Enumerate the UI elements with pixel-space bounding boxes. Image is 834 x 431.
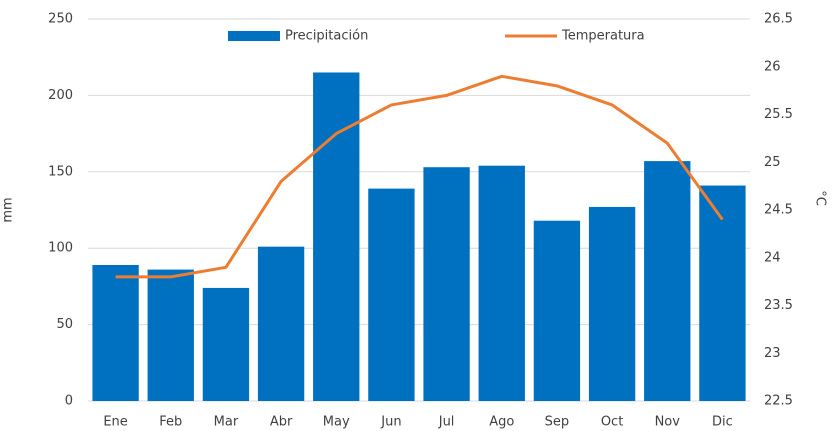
x-tick-label: Dic bbox=[712, 415, 733, 430]
y-tick-label: 250 bbox=[48, 12, 73, 27]
y2-tick-label: 23 bbox=[764, 346, 781, 361]
y2-tick-label: 23.5 bbox=[764, 298, 793, 313]
legend-swatch bbox=[228, 31, 280, 41]
y-tick-label: 200 bbox=[48, 88, 73, 103]
bar bbox=[257, 246, 305, 401]
y-tick-label: 0 bbox=[65, 394, 73, 409]
bar bbox=[92, 265, 139, 401]
x-tick-label: Feb bbox=[159, 415, 182, 430]
y2-tick-label: 26 bbox=[764, 59, 781, 74]
y-axis-label: mm bbox=[1, 197, 16, 222]
y2-tick-label: 22.5 bbox=[764, 394, 793, 409]
y2-axis-label: °C bbox=[813, 190, 828, 206]
legend-label: Precipitación bbox=[285, 29, 368, 44]
y2-tick-label: 24.5 bbox=[764, 203, 793, 218]
bar bbox=[533, 220, 581, 401]
bar bbox=[147, 269, 194, 401]
x-tick-label: Sep bbox=[545, 415, 570, 430]
bar bbox=[478, 165, 525, 401]
x-tick-label: Jul bbox=[438, 415, 455, 430]
line bbox=[115, 74, 724, 279]
bar bbox=[368, 188, 415, 401]
x-tick-label: Oct bbox=[601, 415, 623, 430]
legend-label: Temperatura bbox=[561, 29, 645, 44]
x-tick-label: Mar bbox=[214, 415, 239, 430]
bar bbox=[644, 161, 691, 401]
bar bbox=[588, 206, 636, 401]
x-tick-label: May bbox=[323, 415, 350, 430]
x-tick-label: Jun bbox=[380, 415, 401, 430]
y2-tick-label: 25.5 bbox=[764, 107, 793, 122]
bar bbox=[699, 185, 746, 401]
y2-tick-label: 24 bbox=[764, 250, 781, 265]
y-tick-label: 150 bbox=[48, 164, 73, 179]
x-tick-label: Ago bbox=[489, 415, 514, 430]
y-tick-label: 100 bbox=[48, 241, 73, 256]
x-tick-label: Abr bbox=[270, 415, 293, 430]
bar bbox=[202, 287, 250, 401]
x-tick-label: Nov bbox=[655, 415, 681, 430]
y2-tick-label: 25 bbox=[764, 155, 781, 170]
bar bbox=[313, 72, 360, 401]
y-tick-label: 50 bbox=[56, 317, 73, 332]
y2-tick-label: 26.5 bbox=[764, 12, 793, 27]
x-tick-label: Ene bbox=[103, 415, 127, 430]
bar bbox=[423, 167, 470, 401]
